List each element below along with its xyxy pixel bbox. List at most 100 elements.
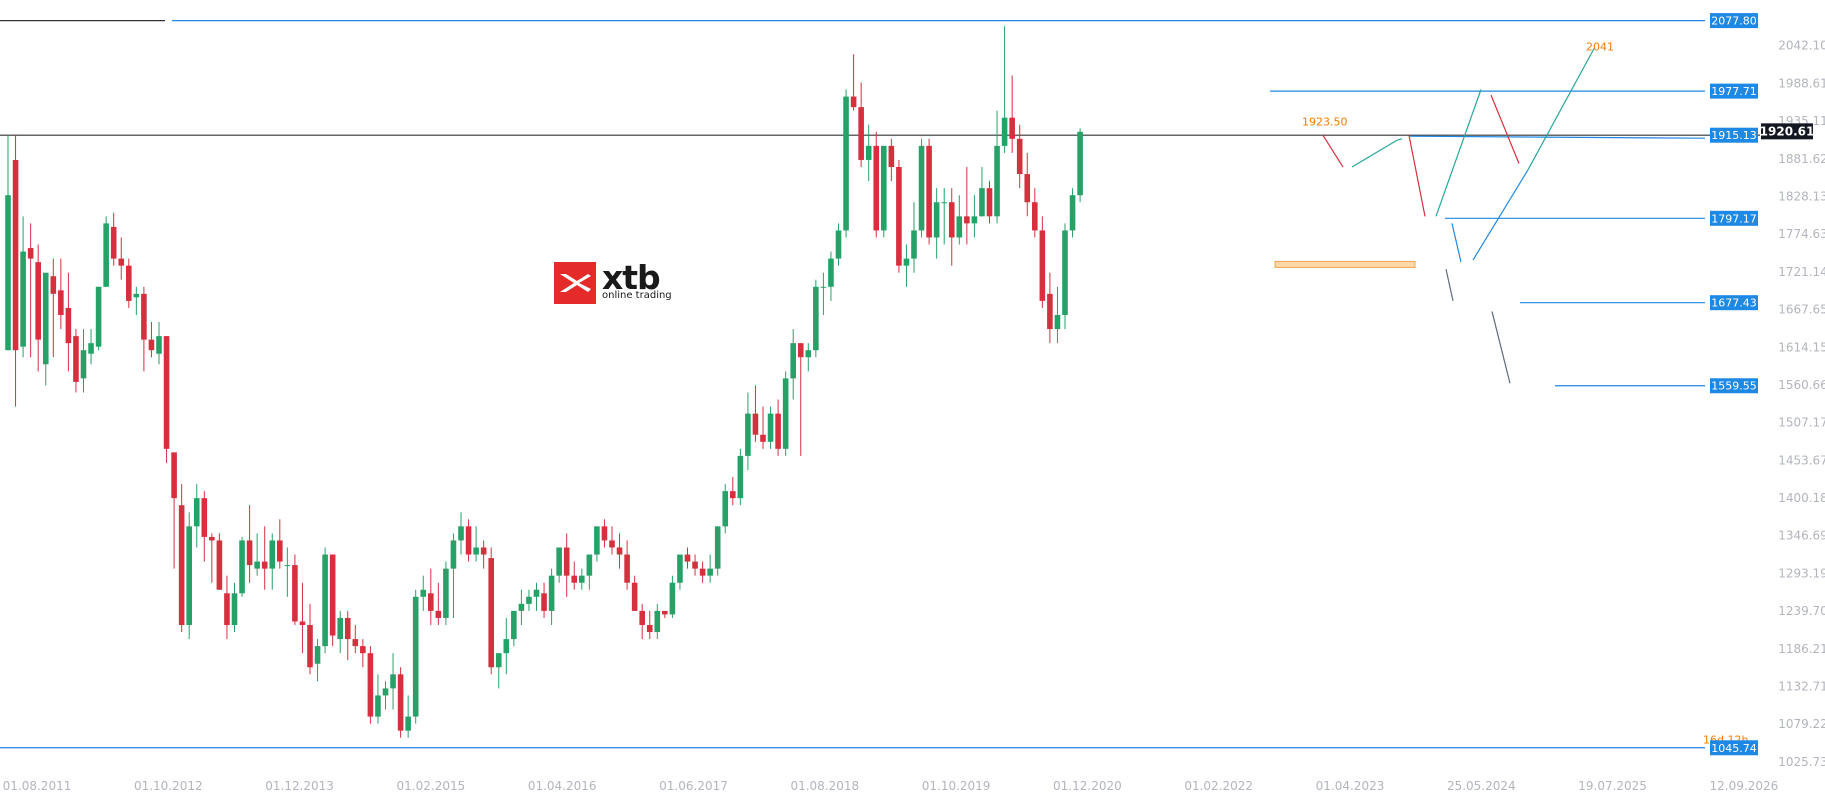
candle-body	[35, 262, 41, 340]
candle-body	[533, 589, 540, 597]
y-tick-label: 1881.62	[1778, 152, 1825, 166]
candle-body	[261, 561, 268, 569]
candle-body	[73, 336, 79, 382]
candle-body	[88, 343, 94, 354]
candle-body	[133, 293, 140, 298]
candle-body	[813, 286, 819, 351]
candle-body	[616, 547, 623, 555]
projection-line	[1435, 89, 1482, 217]
candle-body	[352, 639, 359, 647]
candle-body	[1062, 230, 1068, 315]
candle-body	[375, 695, 381, 717]
y-tick-label: 1293.19	[1778, 566, 1825, 580]
level-tag-bg	[1710, 740, 1758, 756]
y-tick-label: 1988.61	[1778, 76, 1825, 90]
candle-body	[367, 653, 374, 717]
candle-body	[163, 336, 170, 449]
candle-body	[745, 413, 751, 456]
candle-body	[707, 568, 713, 576]
candle-body	[722, 491, 729, 527]
candle-body	[178, 505, 185, 625]
candle-body	[646, 624, 653, 633]
projection-line	[1322, 134, 1344, 168]
candle-body	[948, 202, 955, 238]
candle-body	[911, 230, 917, 259]
x-tick-label: 25.05.2024	[1447, 779, 1516, 793]
candle-body	[563, 547, 570, 576]
candle-body	[752, 413, 759, 435]
candle-body	[420, 589, 427, 597]
y-axis: 2042.101988.611935.111881.621828.131774.…	[1778, 39, 1825, 769]
level-tag-label: 1677.43	[1711, 297, 1757, 310]
y-tick-label: 1186.21	[1778, 642, 1825, 656]
candle-body	[609, 540, 615, 548]
candle-body	[1077, 131, 1083, 196]
candle-body	[677, 554, 683, 583]
level-tag-bg	[1710, 13, 1758, 29]
level-tag-bg	[1710, 210, 1758, 226]
candle-body	[760, 434, 766, 442]
candle-body	[850, 96, 857, 108]
candle-body	[579, 575, 585, 583]
candle-body	[881, 145, 887, 231]
x-tick-label: 19.07.2025	[1578, 779, 1647, 793]
x-tick-label: 01.02.2022	[1184, 779, 1253, 793]
x-tick-label: 01.10.2019	[922, 779, 991, 793]
x-tick-label: 01.10.2012	[134, 779, 203, 793]
candle-body	[412, 596, 419, 717]
y-tick-label: 1667.65	[1778, 303, 1825, 317]
candle-body	[292, 565, 298, 622]
y-tick-label: 1560.66	[1778, 378, 1825, 392]
candle-body	[141, 293, 147, 340]
xtb-logo: xtb online trading	[554, 258, 672, 304]
projection-line	[1472, 169, 1529, 261]
y-tick-label: 1079.22	[1778, 717, 1825, 731]
level-tag-label: 1915.13	[1711, 129, 1757, 142]
candle-body	[797, 343, 804, 358]
candle-body	[216, 540, 223, 590]
candle-body	[669, 582, 676, 615]
candle-body	[397, 674, 404, 731]
projection-line	[1527, 48, 1595, 171]
x-tick-label: 01.08.2018	[790, 779, 859, 793]
candle-body	[443, 568, 449, 618]
level-line	[1409, 135, 1706, 139]
target-zone	[1274, 260, 1416, 268]
x-tick-label: 01.04.2016	[528, 779, 597, 793]
candle-body	[12, 159, 19, 351]
candle-body	[1069, 195, 1076, 231]
current-price-tag-label: 1920.61	[1760, 124, 1815, 138]
candle-body	[511, 610, 517, 640]
candle-body	[27, 248, 34, 259]
candle-body	[526, 596, 532, 604]
y-tick-label: 1400.18	[1778, 491, 1825, 505]
level-tag-label: 1559.55	[1711, 380, 1757, 393]
candle-body	[556, 547, 562, 576]
candle-body	[903, 258, 910, 266]
candle-body	[986, 188, 993, 217]
candle-body	[828, 258, 834, 287]
candle-body	[42, 272, 49, 365]
candle-body	[1047, 293, 1053, 330]
candle-body	[405, 716, 411, 731]
projection-line	[1351, 139, 1398, 168]
candle-body	[699, 568, 706, 576]
candle-body	[58, 290, 64, 315]
current-price-tag-bg	[1761, 123, 1813, 140]
candle-body	[382, 688, 389, 696]
y-tick-label: 1453.67	[1778, 453, 1825, 467]
candle-body	[495, 653, 502, 668]
candle-body	[277, 540, 283, 562]
candle-body	[518, 603, 525, 611]
x-tick-label: 12.09.2026	[1710, 779, 1779, 793]
candle-body	[95, 286, 102, 347]
candle-body	[737, 455, 744, 499]
level-tag-label: 1977.71	[1711, 85, 1757, 98]
x-tick-label: 01.12.2013	[265, 779, 334, 793]
candle-body	[873, 145, 880, 231]
candle-body	[201, 498, 208, 537]
candle-body	[307, 624, 313, 668]
candle-body	[148, 339, 155, 351]
